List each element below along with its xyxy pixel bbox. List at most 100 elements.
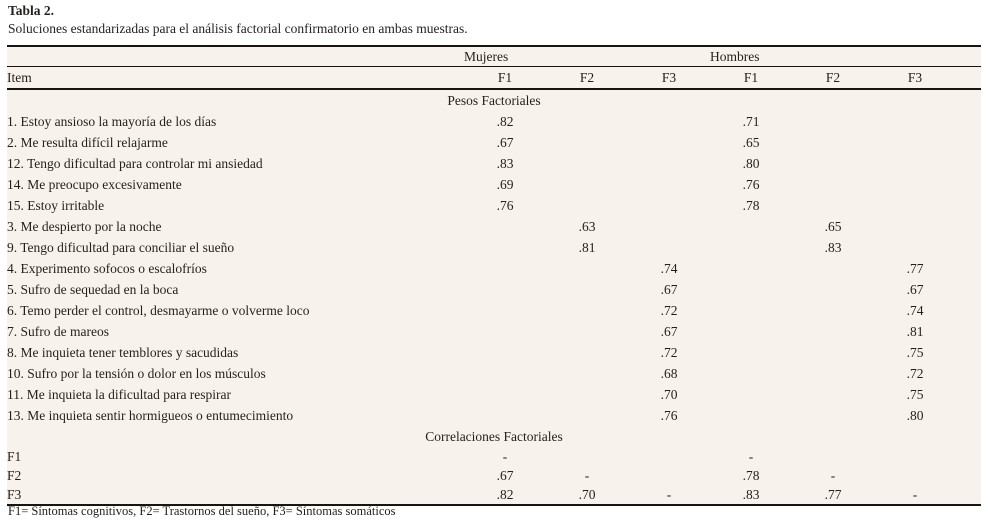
item-cell: 1. Estoy ansioso la mayoría de los días <box>7 114 217 129</box>
item-cell: 2. Me resulta difícil relajarme <box>7 135 168 150</box>
value-cell: .77 <box>906 261 924 276</box>
item-cell: 7. Sufro de mareos <box>7 324 109 339</box>
value-cell <box>464 342 546 363</box>
value-cell <box>464 300 546 321</box>
value-cell <box>792 342 874 363</box>
table-row: 13. Me inquieta sentir hormigueos o entu… <box>7 405 981 426</box>
value-cell: .67 <box>496 468 514 483</box>
factor-column-header: F1 <box>710 66 792 90</box>
factor-column-header: F3 <box>874 66 956 90</box>
table-row: 10. Sufro por la tensión o dolor en los … <box>7 363 981 384</box>
table-row: 6. Temo perder el control, desmayarme o … <box>7 300 981 321</box>
table-row: 14. Me preocupo excesivamente .69 .76 <box>7 174 981 195</box>
table-row: F1 - - <box>7 447 981 466</box>
item-cell: 8. Me inquieta tener temblores y sacudid… <box>7 345 239 360</box>
value-cell <box>464 216 546 237</box>
value-cell: .67 <box>660 324 678 339</box>
value-cell <box>546 279 628 300</box>
value-cell: .82 <box>496 487 514 502</box>
column-header-spacer <box>956 66 981 90</box>
value-cell <box>792 279 874 300</box>
value-cell: .70 <box>660 387 678 402</box>
value-cell <box>792 195 874 216</box>
value-cell <box>792 321 874 342</box>
value-cell <box>628 195 710 216</box>
value-cell <box>874 174 956 195</box>
spacer-cell <box>956 466 981 485</box>
value-cell <box>792 153 874 174</box>
value-cell <box>874 447 956 466</box>
value-cell <box>546 195 628 216</box>
spacer-cell <box>956 405 981 426</box>
spacer-cell <box>956 111 981 132</box>
value-cell <box>710 321 792 342</box>
value-cell <box>546 342 628 363</box>
value-cell <box>546 321 628 342</box>
value-cell <box>464 321 546 342</box>
value-cell <box>792 405 874 426</box>
section-header-row: Correlaciones Factoriales <box>7 426 981 447</box>
item-cell: F3 <box>7 487 22 502</box>
value-cell: .81 <box>578 240 596 255</box>
value-cell <box>464 237 546 258</box>
value-cell <box>874 132 956 153</box>
value-cell <box>874 466 956 485</box>
value-cell <box>710 363 792 384</box>
value-cell <box>792 384 874 405</box>
value-cell <box>710 384 792 405</box>
spacer-cell <box>956 363 981 384</box>
value-cell: .80 <box>742 156 760 171</box>
value-cell <box>792 363 874 384</box>
value-cell: .74 <box>906 303 924 318</box>
value-cell <box>710 279 792 300</box>
table-title: Tabla 2. <box>8 3 55 18</box>
table-row: 5. Sufro de sequedad en la boca .67 .67 <box>7 279 981 300</box>
value-cell: - <box>666 487 672 502</box>
value-cell <box>464 258 546 279</box>
value-cell <box>792 300 874 321</box>
value-cell <box>628 153 710 174</box>
item-cell: F1 <box>7 449 22 464</box>
table-row: 4. Experimento sofocos o escalofríos .74.… <box>7 258 981 279</box>
spacer-cell <box>956 174 981 195</box>
value-cell: - <box>912 487 918 502</box>
value-cell <box>874 216 956 237</box>
value-cell: .72 <box>660 345 678 360</box>
value-cell <box>792 132 874 153</box>
value-cell <box>710 258 792 279</box>
group-header-hombres: Hombres <box>710 46 956 67</box>
section-header-row: Pesos Factoriales <box>7 89 981 111</box>
group-header-mujeres: Mujeres <box>464 46 710 67</box>
spacer-cell <box>956 195 981 216</box>
table-row: F3 .82 .70 - .83 .77 - <box>7 485 981 505</box>
spacer-cell <box>956 132 981 153</box>
item-cell: 5. Sufro de sequedad en la boca <box>7 282 179 297</box>
value-cell: .65 <box>742 135 760 150</box>
group-header-spacer <box>7 46 464 67</box>
table-body: Pesos Factoriales 1. Estoy ansioso la may… <box>7 89 981 505</box>
spacer-cell <box>956 321 981 342</box>
section-label: Correlaciones Factoriales <box>425 429 563 444</box>
item-cell: 10. Sufro por la tensión o dolor en los … <box>7 366 266 381</box>
value-cell <box>874 195 956 216</box>
value-cell <box>628 132 710 153</box>
value-cell <box>546 153 628 174</box>
value-cell: .69 <box>496 177 514 192</box>
footnote: F1= Síntomas cognitivos, F2= Trastornos … <box>8 504 396 518</box>
table-row: 15. Estoy irritable .76 .78 <box>7 195 981 216</box>
value-cell <box>792 174 874 195</box>
table-row: 2. Me resulta difícil relajarme .67 .65 <box>7 132 981 153</box>
value-cell: .80 <box>906 408 924 423</box>
table-subtitle: Soluciones estandarizadas para el anális… <box>8 21 468 36</box>
value-cell <box>464 384 546 405</box>
value-cell: .83 <box>742 487 760 502</box>
value-cell <box>546 258 628 279</box>
value-cell: .65 <box>824 219 842 234</box>
value-cell: - <box>584 468 590 483</box>
spacer-cell <box>956 237 981 258</box>
item-cell: 15. Estoy irritable <box>7 198 105 213</box>
value-cell <box>546 174 628 195</box>
factor-column-header: F1 <box>464 66 546 90</box>
value-cell <box>546 132 628 153</box>
results-table: Mujeres Hombres Item F1 F2 F3 F1 F2 F3 P… <box>7 45 981 506</box>
